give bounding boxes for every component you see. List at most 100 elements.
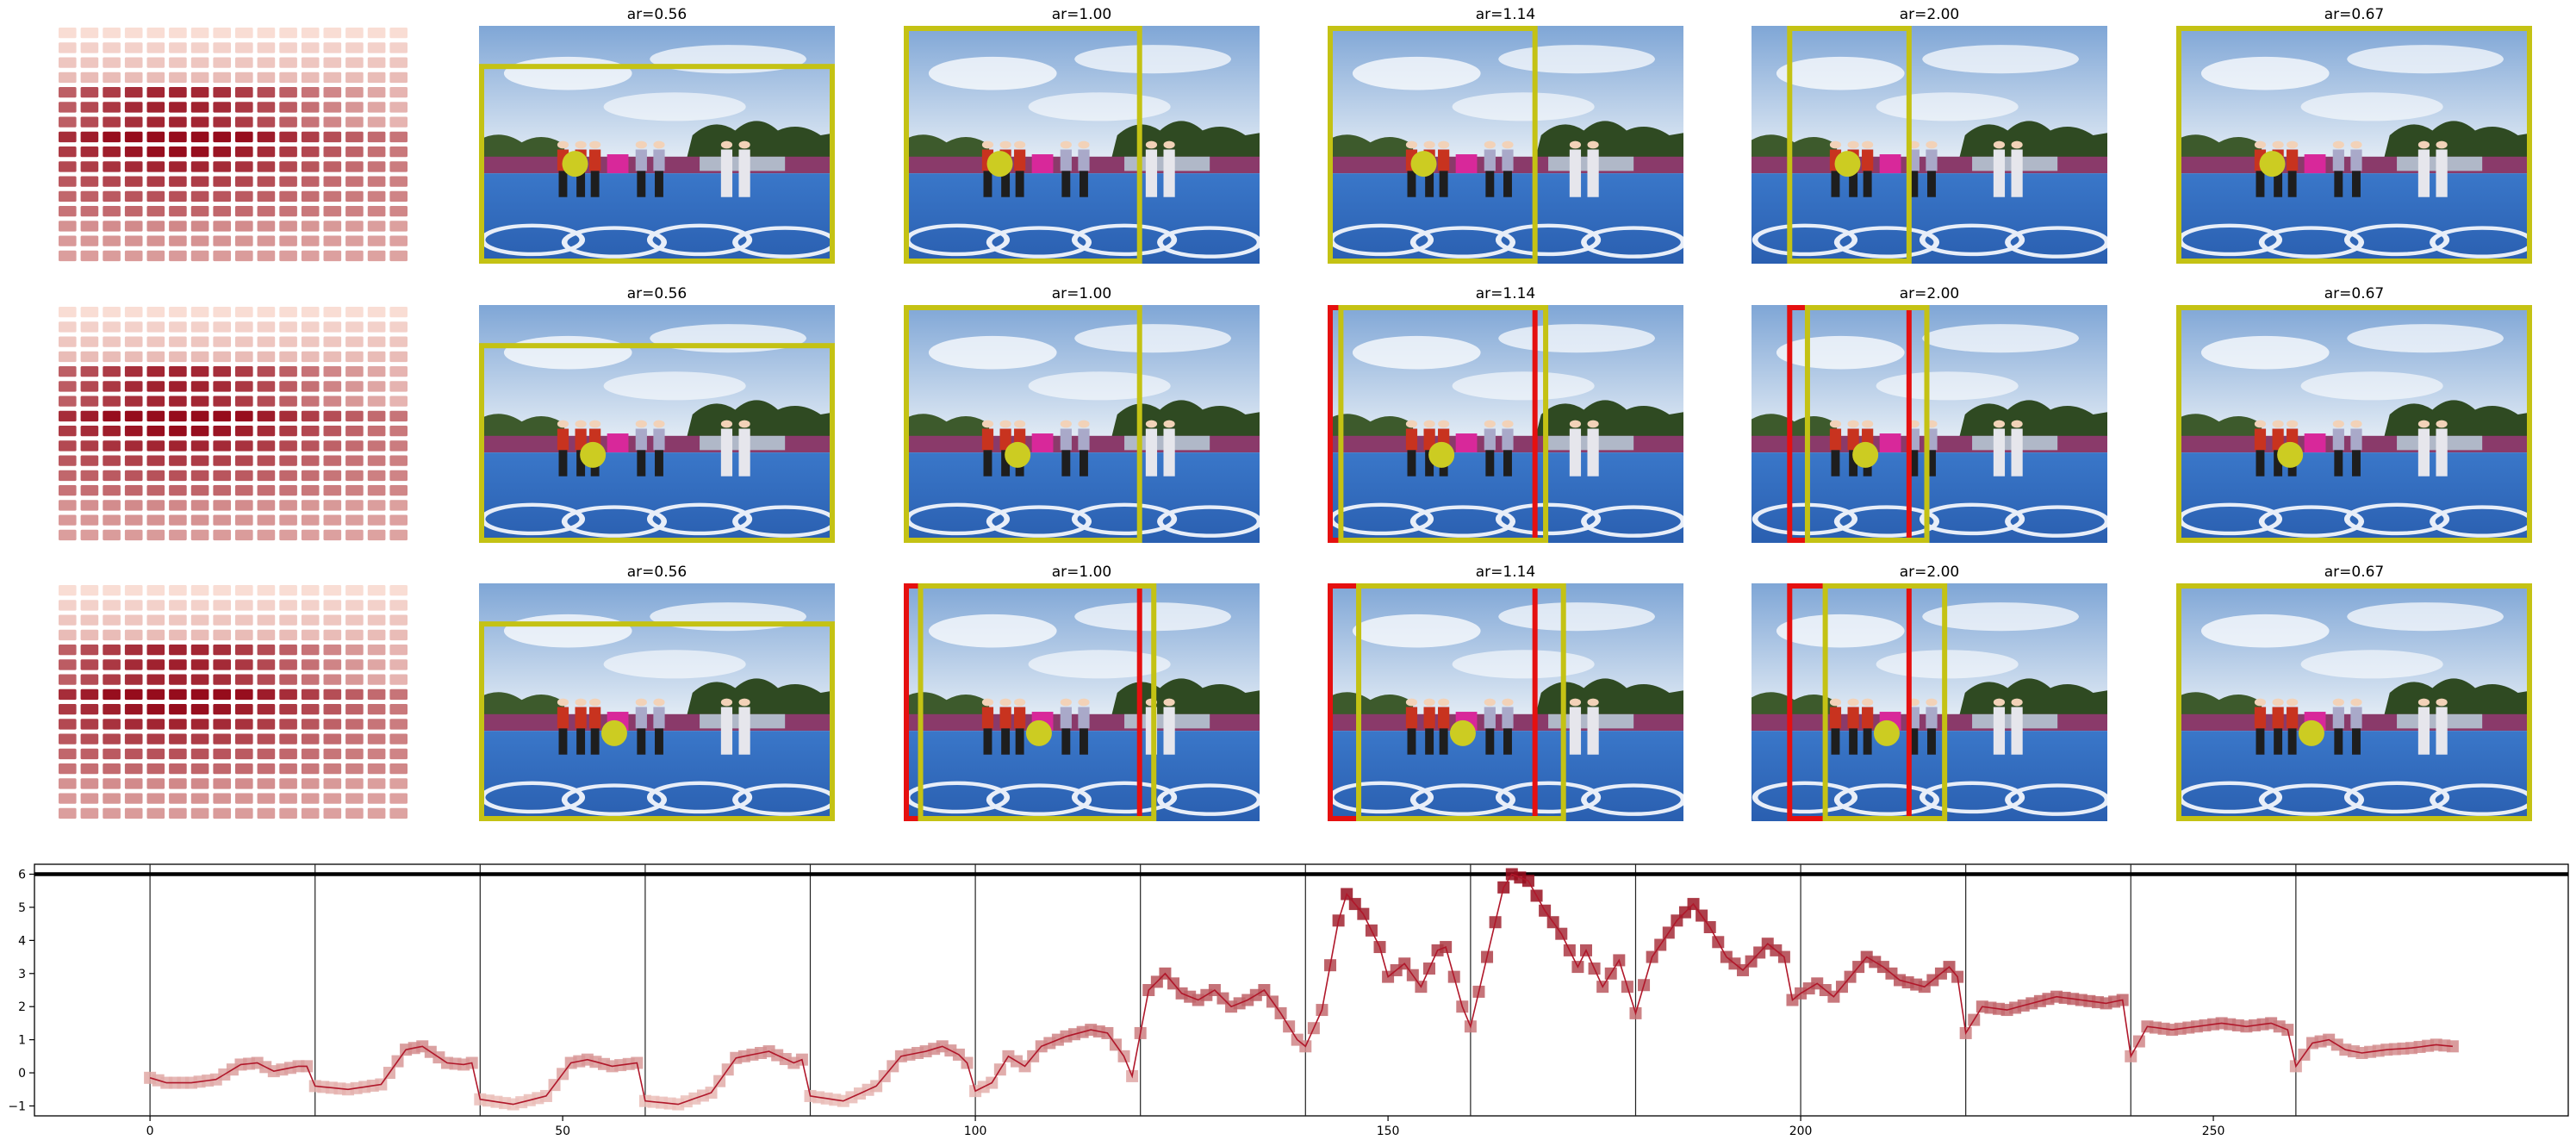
heatmap-cell [301,529,320,541]
heatmap-cell [190,500,209,511]
heatmap-cell [146,410,165,422]
heatmap-cell [124,793,143,804]
heatmap-cell [345,102,364,113]
heatmap-cell [59,500,77,511]
heatmap-cell [103,250,121,262]
photo-panel: ar=0.56 [479,6,835,264]
heatmap-cell [124,585,143,596]
heatmap-cell [235,470,253,482]
heatmap-cell [257,366,276,377]
heatmap-cell [301,455,320,466]
heatmap-cell [367,500,386,511]
heatmap-cell [124,321,143,333]
heatmap-cell [213,514,231,526]
heatmap-cell [389,206,408,217]
crop-box [1328,26,1538,264]
heatmap-cell [190,87,209,98]
heatmap-cell [323,351,342,363]
heatmap-cell [59,807,77,819]
heatmap-cell [146,221,165,232]
heatmap-cell [235,455,253,466]
heatmap-cell [59,307,77,318]
heatmap-cell [213,733,231,744]
heatmap-cell [146,748,165,760]
heatmap-cell [257,514,276,526]
heatmap-cell [301,176,320,187]
heatmap-cell [389,336,408,347]
heatmap-cell [169,410,187,422]
heatmap-cell [301,57,320,68]
anchor-dot [1852,441,1879,468]
heatmap-cell [190,529,209,541]
heatmap-cell [124,176,143,187]
heatmap-cell [213,351,231,363]
x-tick-label: 0 [146,1124,154,1138]
heatmap-cell [213,470,231,482]
heatmap-cell [124,250,143,262]
heatmap-cell [345,688,364,701]
photo-image [479,26,835,264]
heatmap-cell [257,307,276,318]
heatmap-cell [59,600,77,611]
heatmap-cell [213,102,231,113]
heatmap-cell [190,206,209,217]
heatmap-cell [124,131,143,143]
heatmap-cell [103,206,121,217]
heatmap-cell [323,733,342,744]
heatmap-cell [279,763,297,775]
heatmap-cell [103,131,121,143]
heatmap-cell [80,674,99,685]
heatmap-cell [367,659,386,670]
image-row: ar=0.56 ar=1.00 ar=1.14 ar=2.00 ar=0.67 [59,6,2532,264]
heatmap-cell [323,763,342,775]
heatmap-cell [124,614,143,626]
heatmap-cell [103,410,121,422]
heatmap-cell [190,485,209,496]
heatmap-cell [301,485,320,496]
heatmap-cell [235,206,253,217]
heatmap-cell [80,585,99,596]
heatmap-cell [59,221,77,232]
heatmap-cell [169,146,187,158]
y-tick-label: 5 [18,901,26,915]
heatmap-cell [124,778,143,789]
heatmap-cell [301,614,320,626]
heatmap-cell [367,600,386,611]
heatmap-cell [124,426,143,437]
heatmap-cell [235,688,253,701]
x-tick-label: 200 [1789,1124,1813,1138]
heatmap-cell [301,470,320,482]
heatmap-cell [257,42,276,53]
heatmap-cell [59,102,77,113]
crop-box [1338,305,1549,543]
heatmap-cell [257,600,276,611]
heatmap-cell [257,321,276,333]
heatmap-cell [345,500,364,511]
crop-box [904,305,1142,543]
heatmap-cell [103,674,121,685]
heatmap-cell [169,778,187,789]
heatmap-cell [367,485,386,496]
heatmap-cell [59,381,77,392]
heatmap-cell [323,793,342,804]
heatmap-cell [169,221,187,232]
heatmap-cell [146,470,165,482]
heatmap-cell [279,748,297,760]
heatmap-cell [80,190,99,202]
heatmap-cell [257,87,276,98]
heatmap-cell [235,87,253,98]
anchor-dot [580,441,607,468]
heatmap-cell [367,807,386,819]
heatmap-cell [59,336,77,347]
heatmap-cell [190,366,209,377]
heatmap-cell [279,674,297,685]
heatmap-cell [235,336,253,347]
heatmap-cell [279,470,297,482]
heatmap-cell [190,351,209,363]
anchor-dot [562,151,588,178]
heatmap-cell [235,645,253,656]
heatmap-cell [190,629,209,641]
photo-panel: ar=1.14 [1328,285,1683,543]
crop-box [1356,583,1566,821]
heatmap-cell [257,131,276,143]
